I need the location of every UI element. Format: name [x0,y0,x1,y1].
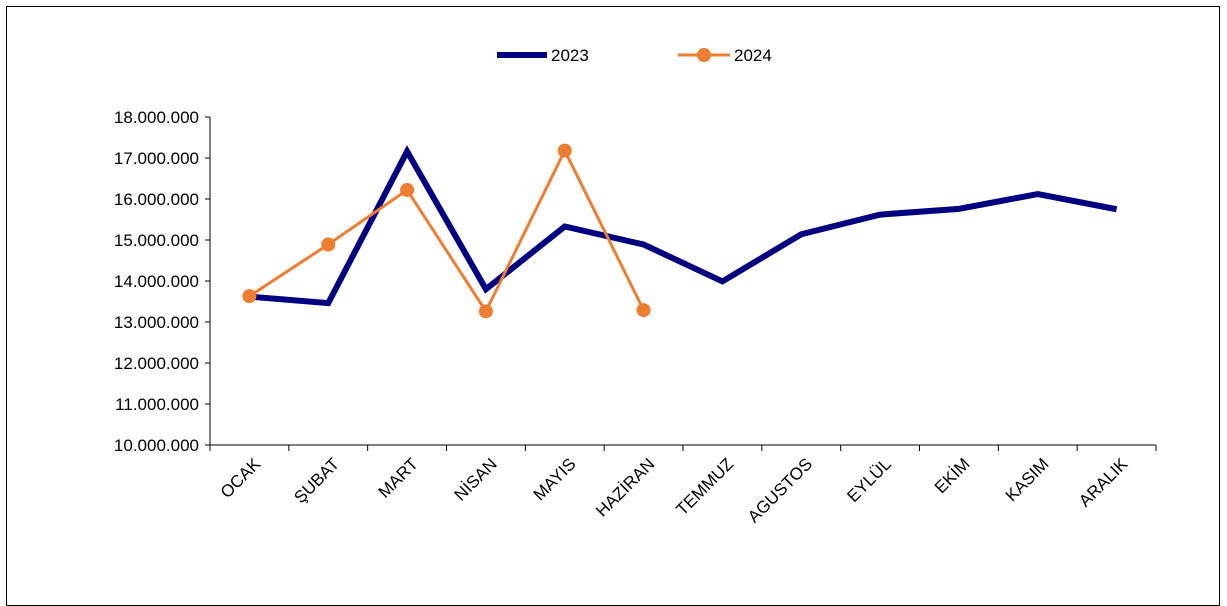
y-tick-label: 10.000.000 [114,436,199,455]
y-tick-label: 15.000.000 [114,231,199,250]
y-tick-label: 12.000.000 [114,354,199,373]
legend-label-2023: 2023 [551,46,589,65]
x-tick-label: ŞUBAT [290,454,343,507]
series-2024 [242,143,651,319]
legend-marker-2024 [697,48,711,62]
data-point-2024 [400,182,415,197]
y-tick-label: 14.000.000 [114,272,199,291]
data-point-2024 [557,143,572,158]
series-line-2024 [248,147,645,315]
x-tick-label: KASIM [1002,454,1053,505]
y-tick-label: 11.000.000 [115,395,199,414]
chart-frame [6,6,1220,606]
x-tick-label: MAYIS [530,454,580,504]
data-point-2024 [242,289,257,304]
x-tick-label: HAZİRAN [592,454,658,520]
x-tick-label: ARALIK [1075,454,1132,511]
data-point-2024 [636,303,651,318]
x-tick-label: AGUSTOS [744,454,816,526]
series-2023 [249,145,1118,307]
legend-item-2023: 2023 [497,46,589,65]
y-tick-label: 13.000.000 [114,313,199,332]
x-tick-label: TEMMUZ [672,454,737,519]
y-tick-label: 18.000.000 [114,108,199,127]
series-layer [242,143,1118,319]
y-axis: 10.000.000 11.000.000 12.000.000 13.000.000… [114,108,211,455]
data-point-2024 [321,237,336,252]
series-line-2023 [249,145,1118,307]
data-point-2024 [478,304,493,319]
legend: 2023 2024 [497,46,772,65]
x-tick-label: EYLÜL [843,454,895,506]
x-tick-label: MART [375,454,422,501]
legend-label-2024: 2024 [734,46,772,65]
x-tick-label: EKİM [931,454,974,497]
y-tick-label: 16.000.000 [114,190,199,209]
x-axis: OCAK ŞUBAT MART NİSAN MAYIS HAZİRAN TEMMUZ AGUS… [209,444,1157,526]
x-tick-label: NİSAN [451,454,501,504]
x-tick-label: OCAK [217,454,265,502]
legend-item-2024: 2024 [678,46,772,65]
y-tick-label: 17.000.000 [114,149,199,168]
